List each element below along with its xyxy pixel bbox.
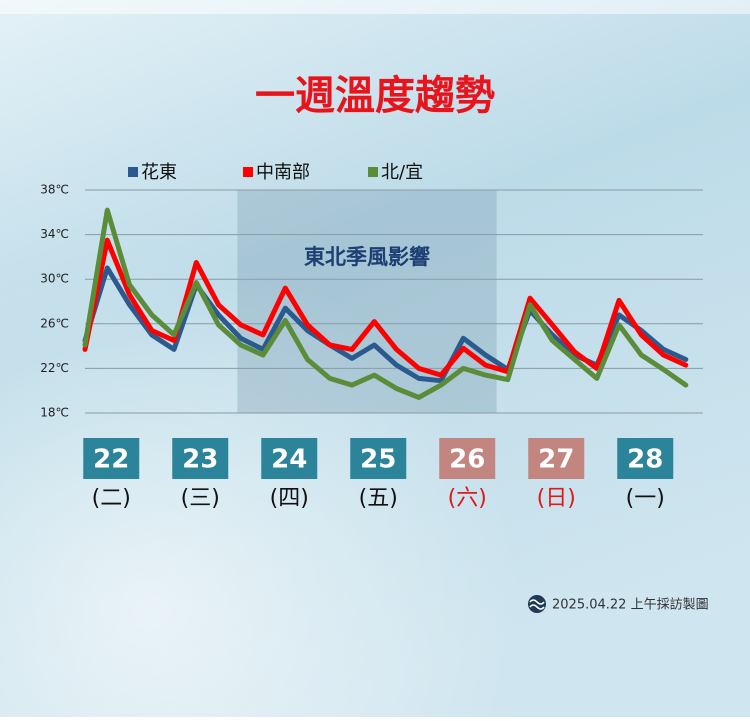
chart-title: 一週溫度趨勢: [255, 73, 495, 119]
x-tick-label: 23: [182, 445, 218, 475]
series-line: [82, 207, 689, 400]
y-tick-label: 38℃: [40, 183, 69, 197]
series-line: [82, 237, 689, 378]
day-box: [350, 438, 407, 479]
legend-label: 花東: [141, 162, 177, 183]
weekday-label: (六): [448, 486, 487, 511]
day-box: [83, 438, 140, 479]
x-tick-label: 28: [627, 445, 663, 475]
y-tick-label: 26℃: [40, 316, 69, 330]
weekday-label: (三): [181, 486, 220, 511]
legend-swatch: [128, 167, 138, 177]
y-tick-label: 34℃: [40, 227, 69, 241]
weekday-label: (二): [92, 486, 131, 511]
x-tick-label: 25: [360, 445, 396, 475]
day-box: [439, 438, 496, 479]
y-tick-label: 30℃: [40, 272, 69, 286]
legend-label: 北/宜: [381, 162, 423, 183]
logo: [528, 595, 546, 613]
weekday-label: (四): [270, 486, 309, 511]
legend-label: 中南部: [256, 162, 310, 183]
footer-text: 2025.04.22 上午採訪製圖: [552, 597, 709, 613]
weekday-label: (一): [626, 486, 665, 511]
legend-swatch: [243, 167, 253, 177]
top-band: [0, 0, 750, 14]
weekday-label: (五): [359, 486, 398, 511]
day-box: [261, 438, 318, 479]
day-box: [172, 438, 229, 479]
day-box: [528, 438, 585, 479]
shade-label: 東北季風影響: [304, 245, 430, 269]
logo-wave: [529, 599, 545, 610]
y-tick-label: 18℃: [40, 406, 69, 420]
day-box: [617, 438, 674, 479]
y-tick-label: 22℃: [40, 361, 69, 375]
weekday-label: (日): [537, 486, 576, 511]
footer: 2025.04.22 上午採訪製圖: [528, 595, 709, 613]
x-tick-label: 24: [271, 445, 307, 475]
x-tick-label: 27: [538, 445, 574, 475]
x-tick-label: 26: [449, 445, 485, 475]
legend-swatch: [368, 167, 378, 177]
x-tick-label: 22: [93, 445, 129, 475]
